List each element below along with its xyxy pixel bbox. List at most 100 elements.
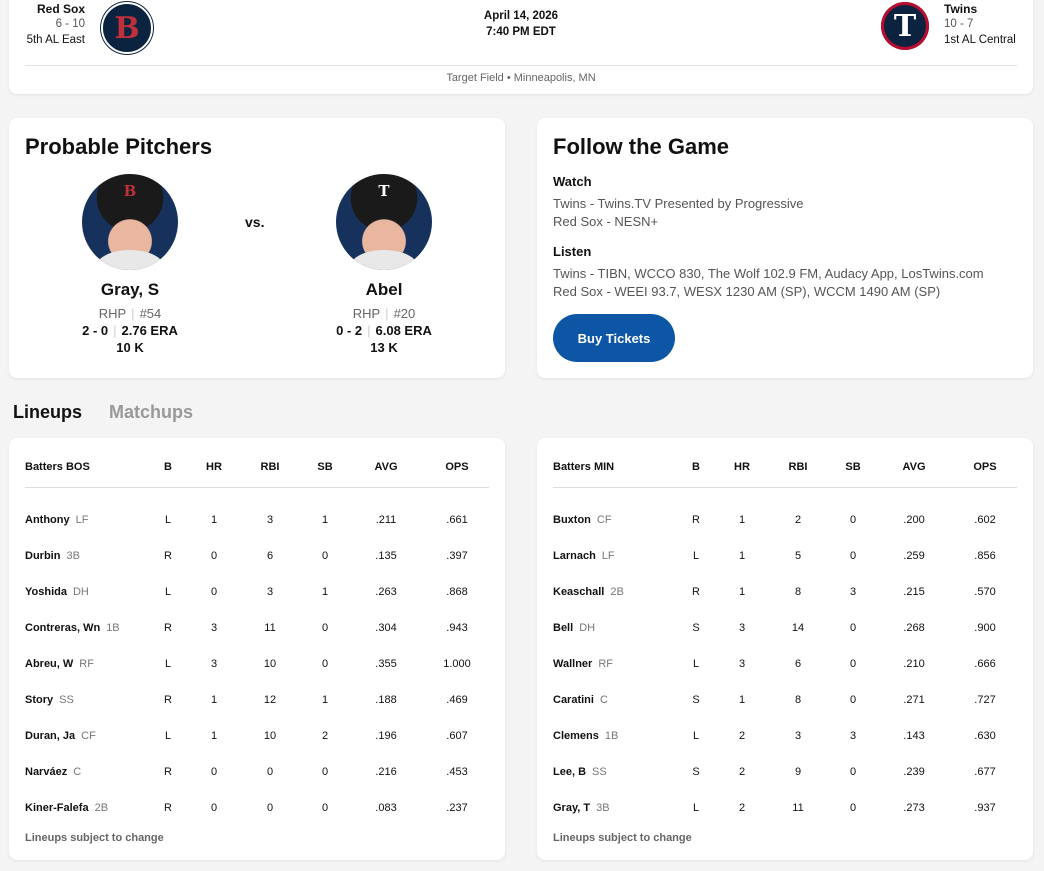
home-pitcher-headshot[interactable]: T xyxy=(336,174,432,270)
home-team-name[interactable]: Twins xyxy=(944,2,978,16)
ops-cell: .856 xyxy=(974,550,996,562)
lineup-note: Lineups subject to change xyxy=(553,832,692,844)
home-pitcher: T Abel RHP | #20 0 - 2 | 6.08 ERA 13 K xyxy=(284,174,484,355)
batters-header: Batters MIN xyxy=(553,456,673,488)
column-header: B xyxy=(145,456,191,488)
tab-matchups[interactable]: Matchups xyxy=(109,402,194,422)
batter-name[interactable]: Larnach xyxy=(553,550,596,562)
probable-pitchers-title: Probable Pitchers xyxy=(25,134,213,159)
lineup-card-min: Batters MIN B HR RBI SB AVG OPS Buxton CF… xyxy=(537,438,1033,860)
batter-name[interactable]: Abreu, W xyxy=(25,658,74,670)
away-pitcher-stats: 2 - 0 | 2.76 ERA xyxy=(82,323,178,338)
avg-cell: .259 xyxy=(903,550,925,562)
batter-position: 1B xyxy=(106,622,120,634)
table-row: Keaschall 2B R 1 8 3 .215 .570 xyxy=(553,574,1017,610)
sb-cell: 0 xyxy=(849,550,857,562)
hr-cell: 1 xyxy=(738,694,746,706)
table-header-row: Batters BOS B HR RBI SB AVG OPS xyxy=(25,456,489,488)
versus-label: vs. xyxy=(245,214,265,230)
twins-logo-icon[interactable]: T xyxy=(881,2,929,50)
batter-name[interactable]: Keaschall xyxy=(553,586,605,598)
hr-cell: 0 xyxy=(210,766,218,778)
batter-name[interactable]: Wallner xyxy=(553,658,593,670)
ops-cell: .397 xyxy=(446,550,468,562)
away-pitcher-headshot[interactable]: B xyxy=(82,174,178,270)
avg-cell: .239 xyxy=(903,766,925,778)
batter-position: 3B xyxy=(66,550,80,562)
bats-cell: L xyxy=(164,586,172,598)
ops-cell: .570 xyxy=(974,586,996,598)
batter-name[interactable]: Narváez xyxy=(25,766,68,778)
table-row: Story SS R 1 12 1 .188 .469 xyxy=(25,682,489,718)
bats-cell: L xyxy=(164,730,172,742)
away-team-name[interactable]: Red Sox xyxy=(36,2,85,16)
avg-cell: .355 xyxy=(375,658,397,670)
home-pitcher-name[interactable]: Abel xyxy=(365,280,403,299)
tab-lineups[interactable]: Lineups xyxy=(13,402,83,422)
ops-cell: .677 xyxy=(974,766,996,778)
batter-name[interactable]: Lee, B xyxy=(553,766,587,778)
home-pitcher-era: 6.08 ERA xyxy=(375,323,432,338)
away-team-standing: 5th AL East xyxy=(26,34,85,46)
batter-cell: Abreu, W RF xyxy=(25,646,145,682)
batter-cell: Contreras, Wn 1B xyxy=(25,610,145,646)
column-header: HR xyxy=(191,456,237,488)
away-pitcher-name[interactable]: Gray, S xyxy=(100,280,160,299)
rbi-cell: 0 xyxy=(266,766,274,778)
ops-cell: .666 xyxy=(974,658,996,670)
batter-name[interactable]: Yoshida xyxy=(25,586,67,598)
batter-name[interactable]: Bell xyxy=(553,622,574,634)
batter-name[interactable]: Buxton xyxy=(553,514,591,526)
batter-name[interactable]: Caratini xyxy=(553,694,594,706)
bats-cell: L xyxy=(692,802,700,814)
table-row: Contreras, Wn 1B R 3 11 0 .304 .943 xyxy=(25,610,489,646)
batter-cell: Story SS xyxy=(25,682,145,718)
rbi-cell: 14 xyxy=(791,622,805,634)
avg-cell: .263 xyxy=(375,586,397,598)
batter-position: DH xyxy=(72,586,89,598)
rbi-cell: 11 xyxy=(264,622,276,634)
ops-cell: .937 xyxy=(974,802,996,814)
batter-cell: Yoshida DH xyxy=(25,574,145,610)
avg-cell: .083 xyxy=(375,802,397,814)
batter-name[interactable]: Anthony xyxy=(25,514,70,526)
hr-cell: 2 xyxy=(738,802,746,814)
ops-cell: .943 xyxy=(446,622,468,634)
rbi-cell: 0 xyxy=(266,802,274,814)
batter-cell: Narváez C xyxy=(25,754,145,790)
ops-cell: 1.000 xyxy=(443,658,471,670)
rbi-cell: 8 xyxy=(794,586,802,598)
table-row: Caratini C S 1 8 0 .271 .727 xyxy=(553,682,1017,718)
hr-cell: 1 xyxy=(738,550,746,562)
sb-cell: 1 xyxy=(321,694,329,706)
ops-cell: .727 xyxy=(974,694,996,706)
red-sox-logo-icon[interactable]: B xyxy=(101,2,153,54)
table-row: Yoshida DH L 0 3 1 .263 .868 xyxy=(25,574,489,610)
red-sox-cap-icon: B xyxy=(123,182,137,200)
avg-cell: .211 xyxy=(375,514,397,526)
hr-cell: 3 xyxy=(738,658,746,670)
rbi-cell: 8 xyxy=(794,694,802,706)
sb-cell: 1 xyxy=(321,586,329,598)
batter-name[interactable]: Story xyxy=(25,694,54,706)
home-team-standing: 1st AL Central xyxy=(944,34,1016,46)
bats-cell: R xyxy=(692,514,700,526)
jersey-icon xyxy=(96,250,164,270)
batter-position: C xyxy=(73,766,82,778)
column-header: B xyxy=(673,456,719,488)
batter-name[interactable]: Kiner-Falefa xyxy=(25,802,89,814)
jersey-icon xyxy=(350,250,418,270)
ops-cell: .453 xyxy=(446,766,468,778)
batter-cell: Keaschall 2B xyxy=(553,574,673,610)
table-row: Anthony LF L 1 3 1 .211 .661 xyxy=(25,488,489,539)
batter-name[interactable]: Contreras, Wn xyxy=(25,622,101,634)
batter-name[interactable]: Durbin xyxy=(25,550,61,562)
batter-name[interactable]: Gray, T xyxy=(553,802,591,814)
avg-cell: .216 xyxy=(375,766,397,778)
batter-name[interactable]: Clemens xyxy=(553,730,599,742)
hr-cell: 0 xyxy=(210,802,218,814)
buy-tickets-button[interactable]: Buy Tickets xyxy=(553,314,675,362)
watch-label: Watch xyxy=(553,174,592,189)
batter-name[interactable]: Duran, Ja xyxy=(25,730,76,742)
column-header: AVG xyxy=(875,456,953,488)
